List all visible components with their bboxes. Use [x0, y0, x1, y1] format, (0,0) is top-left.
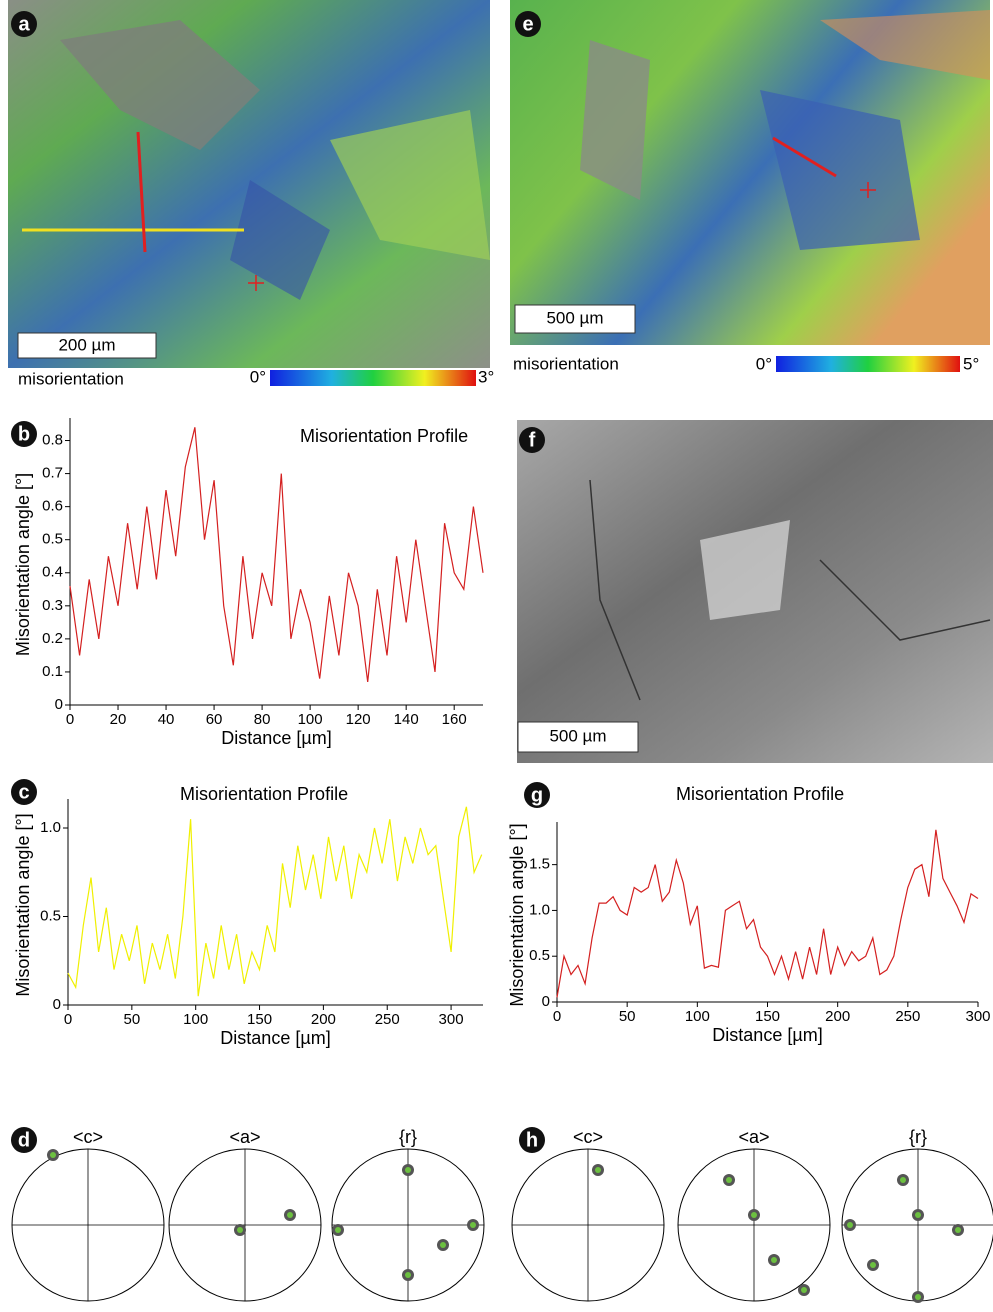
- pole-cluster-core: [50, 1152, 56, 1158]
- y-axis-label: Misorientation angle [°]: [13, 473, 33, 656]
- x-tick-label: 50: [124, 1011, 141, 1028]
- panel-label: e: [522, 13, 533, 35]
- pole-cluster-core: [915, 1212, 921, 1218]
- x-tick-label: 300: [965, 1008, 990, 1025]
- colorbar-title: misorientation: [513, 354, 619, 373]
- panel-label: a: [18, 13, 30, 35]
- panel-label: f: [529, 429, 536, 451]
- y-tick-label: 0: [55, 696, 63, 713]
- x-axis-label: Distance [µm]: [220, 1028, 330, 1048]
- page: 200 µm misorientation 0° 3° 500 µm misor…: [0, 0, 993, 1312]
- y-tick-label: 0.5: [40, 907, 61, 924]
- x-axis-label: Distance [µm]: [712, 1025, 822, 1045]
- y-axis-label: Misorientation angle [°]: [507, 823, 527, 1006]
- x-tick-label: 50: [619, 1008, 636, 1025]
- pole-cluster-core: [847, 1222, 853, 1228]
- x-tick-label: 150: [755, 1008, 780, 1025]
- y-tick-label: 0: [542, 993, 550, 1010]
- y-tick-label: 0.2: [42, 630, 63, 647]
- data-line: [70, 427, 483, 682]
- chart-title: Misorientation Profile: [180, 784, 348, 804]
- x-tick-label: 80: [254, 711, 271, 728]
- colorbar-min: 0°: [250, 367, 266, 386]
- pole-figure-title: <a>: [229, 1127, 260, 1147]
- pole-cluster-core: [237, 1227, 243, 1233]
- colorbar-min: 0°: [756, 354, 772, 373]
- y-tick-label: 1.5: [529, 856, 550, 873]
- data-line: [557, 830, 978, 998]
- x-tick-label: 100: [183, 1011, 208, 1028]
- y-tick-label: 0.5: [529, 947, 550, 964]
- pole-figure-title: <c>: [573, 1127, 603, 1147]
- y-tick-label: 0: [53, 996, 61, 1013]
- y-tick-label: 0.4: [42, 564, 63, 581]
- pole-figure-title: <c>: [73, 1127, 103, 1147]
- pole-cluster-core: [335, 1227, 341, 1233]
- panel-label: b: [18, 423, 30, 445]
- y-axis-label: Misorientation angle [°]: [13, 813, 33, 996]
- pole-cluster-core: [915, 1294, 921, 1300]
- x-tick-label: 20: [110, 711, 127, 728]
- pole-cluster-core: [726, 1177, 732, 1183]
- x-tick-label: 160: [442, 711, 467, 728]
- chart-title: Misorientation Profile: [676, 784, 844, 804]
- x-tick-label: 0: [553, 1008, 561, 1025]
- figure: 200 µm misorientation 0° 3° 500 µm misor…: [0, 0, 993, 1307]
- x-tick-label: 100: [685, 1008, 710, 1025]
- x-tick-label: 0: [64, 1011, 72, 1028]
- pole-cluster-core: [287, 1212, 293, 1218]
- y-tick-label: 0.1: [42, 663, 63, 680]
- x-tick-label: 0: [66, 711, 74, 728]
- pole-cluster-core: [405, 1167, 411, 1173]
- y-tick-label: 0.3: [42, 597, 63, 614]
- scale-bar-label: 500 µm: [546, 308, 603, 327]
- x-tick-label: 200: [311, 1011, 336, 1028]
- x-tick-label: 300: [439, 1011, 464, 1028]
- scale-bar-label: 200 µm: [58, 335, 115, 354]
- x-tick-label: 140: [394, 711, 419, 728]
- y-tick-label: 0.6: [42, 498, 63, 515]
- chart-title: Misorientation Profile: [300, 426, 468, 446]
- pole-cluster-core: [870, 1262, 876, 1268]
- pole-figure-title: {r}: [909, 1127, 927, 1147]
- pole-cluster-core: [771, 1257, 777, 1263]
- x-tick-label: 150: [247, 1011, 272, 1028]
- colorbar: [776, 356, 960, 372]
- y-tick-label: 0.5: [42, 531, 63, 548]
- pole-cluster-core: [751, 1212, 757, 1218]
- colorbar-max: 3°: [478, 367, 494, 386]
- x-tick-label: 250: [895, 1008, 920, 1025]
- y-tick-label: 1.0: [40, 819, 61, 836]
- pole-cluster-core: [801, 1287, 807, 1293]
- pole-cluster-core: [470, 1222, 476, 1228]
- colorbar: [270, 370, 476, 386]
- x-tick-label: 100: [298, 711, 323, 728]
- panel-label: d: [18, 1129, 30, 1151]
- data-line: [68, 807, 482, 996]
- pole-cluster-core: [440, 1242, 446, 1248]
- pole-cluster-core: [595, 1167, 601, 1173]
- x-tick-label: 60: [206, 711, 223, 728]
- scale-bar-label: 500 µm: [549, 726, 606, 745]
- x-tick-label: 250: [375, 1011, 400, 1028]
- y-tick-label: 1.0: [529, 901, 550, 918]
- x-tick-label: 120: [346, 711, 371, 728]
- pole-cluster-core: [955, 1227, 961, 1233]
- pole-cluster-core: [405, 1272, 411, 1278]
- panel-label: g: [531, 784, 543, 806]
- pole-cluster-core: [900, 1177, 906, 1183]
- pole-figure-title: {r}: [399, 1127, 417, 1147]
- y-tick-label: 0.7: [42, 465, 63, 482]
- panel-label: c: [18, 781, 29, 803]
- x-axis-label: Distance [µm]: [221, 728, 331, 748]
- colorbar-max: 5°: [963, 354, 979, 373]
- x-tick-label: 200: [825, 1008, 850, 1025]
- panel-label: h: [526, 1129, 538, 1151]
- colorbar-title: misorientation: [18, 369, 124, 388]
- pole-figure-title: <a>: [738, 1127, 769, 1147]
- x-tick-label: 40: [158, 711, 175, 728]
- y-tick-label: 0.8: [42, 431, 63, 448]
